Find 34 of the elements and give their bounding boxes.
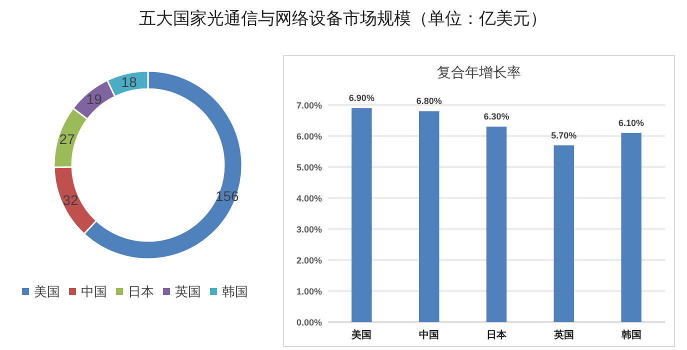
data-label: 6.80% xyxy=(416,96,442,106)
data-label: 18 xyxy=(121,74,138,90)
data-label: 6.10% xyxy=(618,118,644,128)
x-tick-label: 中国 xyxy=(419,329,440,341)
data-label: 27 xyxy=(59,130,76,147)
bar xyxy=(621,132,642,322)
bar xyxy=(554,145,574,322)
y-tick-label: 7.00% xyxy=(296,100,322,110)
bar xyxy=(486,126,507,322)
bar xyxy=(352,108,372,322)
x-tick-label: 美国 xyxy=(350,329,372,341)
x-tick-label: 日本 xyxy=(486,329,508,341)
data-label: 19 xyxy=(86,91,102,108)
chart-title: 复合年增长率 xyxy=(437,64,521,80)
legend-label: 英国 xyxy=(175,284,201,299)
data-label: 5.70% xyxy=(551,130,577,140)
legend-label: 韩国 xyxy=(222,284,248,299)
text: 五大国家光通信与网络设备市场规模（单位：亿美元） xyxy=(139,9,547,28)
legend-label: 美国 xyxy=(34,284,60,299)
y-tick-label: 4.00% xyxy=(296,194,322,204)
legend-label: 日本 xyxy=(128,284,154,299)
y-tick-label: 1.00% xyxy=(296,286,322,296)
data-label: 6.30% xyxy=(484,112,510,122)
legend-label: 中国 xyxy=(81,284,107,299)
bar xyxy=(418,111,440,322)
data-label: 32 xyxy=(62,192,79,208)
y-tick-label: 3.00% xyxy=(296,224,322,234)
data-label: 6.90% xyxy=(348,93,374,104)
y-tick-label: 6.00% xyxy=(296,132,322,142)
y-tick-label: 2.00% xyxy=(296,256,322,266)
y-tick-label: 5.00% xyxy=(296,162,322,172)
x-tick-label: 英国 xyxy=(552,329,574,341)
y-tick-label: 0.00% xyxy=(296,318,322,328)
x-tick-label: 韩国 xyxy=(620,329,642,341)
